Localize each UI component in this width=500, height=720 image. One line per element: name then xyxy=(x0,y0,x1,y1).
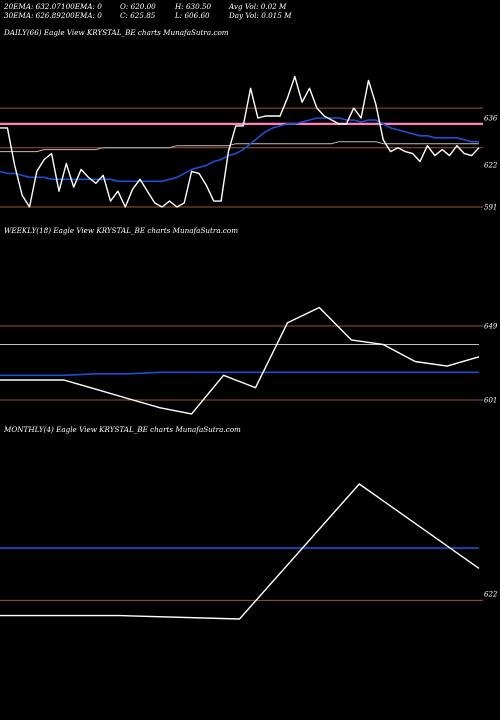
stat-high: H: 630.50 xyxy=(175,2,212,11)
daily-ytick-label: 636 xyxy=(484,115,498,123)
monthly-ytick-label: 622 xyxy=(484,591,498,599)
weekly-price-series-line xyxy=(0,306,480,415)
daily-price-series-line xyxy=(0,75,480,208)
daily-ytick-label: 591 xyxy=(484,204,497,212)
monthly-panel-title: MONTHLY(4) Eagle View KRYSTAL_BE charts … xyxy=(4,425,241,434)
stat-100ema: 100EMA: 0 xyxy=(61,2,102,11)
stat-day-vol: Day Vol: 0.015 M xyxy=(229,11,292,20)
stat-open: O: 620.00 xyxy=(120,2,156,11)
daily-ema-white-series-line xyxy=(0,141,479,153)
weekly-ytick-label: 601 xyxy=(484,397,497,405)
weekly-ema-blue-series-line xyxy=(0,371,479,377)
stat-low: L: 606.60 xyxy=(175,11,210,20)
daily-panel-title: DAILY(66) Eagle View KRYSTAL_BE charts M… xyxy=(4,28,229,37)
daily-ytick-label: 622 xyxy=(484,162,498,170)
monthly-price-series-line xyxy=(0,483,480,620)
stat-200ema: 200EMA: 0 xyxy=(61,11,102,20)
stat-20ema: 20EMA: 632.07 xyxy=(4,2,61,11)
stat-avg-vol: Avg Vol: 0.02 M xyxy=(229,2,287,11)
weekly-panel-title: WEEKLY(18) Eagle View KRYSTAL_BE charts … xyxy=(4,226,239,235)
weekly-ytick-label: 649 xyxy=(484,323,498,331)
daily-ema-blue-series-line xyxy=(0,117,479,183)
stat-30ema: 30EMA: 626.89 xyxy=(4,11,61,20)
stat-close: C: 625.85 xyxy=(120,11,156,20)
